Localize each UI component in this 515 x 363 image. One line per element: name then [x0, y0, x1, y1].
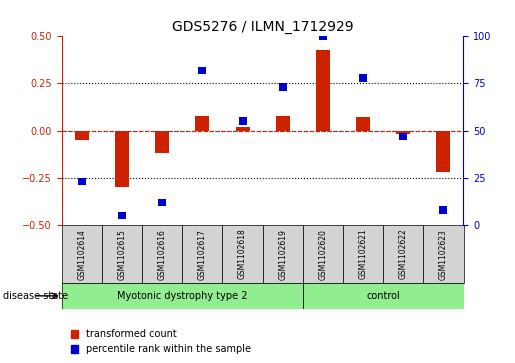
Text: GSM1102620: GSM1102620	[318, 229, 328, 280]
FancyBboxPatch shape	[383, 225, 423, 283]
Bar	[399, 132, 407, 140]
Bar	[396, 131, 410, 134]
Bar	[78, 178, 86, 185]
FancyBboxPatch shape	[62, 283, 303, 309]
Bar	[316, 49, 330, 131]
Text: GSM1102618: GSM1102618	[238, 229, 247, 280]
Legend: transformed count, percentile rank within the sample: transformed count, percentile rank withi…	[66, 326, 255, 358]
Bar	[115, 131, 129, 187]
Text: GSM1102615: GSM1102615	[117, 229, 127, 280]
Text: GSM1102617: GSM1102617	[198, 229, 207, 280]
FancyBboxPatch shape	[343, 225, 383, 283]
Bar	[158, 199, 166, 206]
Text: disease state: disease state	[3, 291, 67, 301]
Bar	[276, 115, 290, 131]
FancyBboxPatch shape	[102, 225, 142, 283]
Text: GSM1102614: GSM1102614	[77, 229, 87, 280]
Text: GSM1102621: GSM1102621	[358, 229, 368, 280]
FancyBboxPatch shape	[142, 225, 182, 283]
Bar	[439, 206, 448, 214]
Bar	[195, 115, 210, 131]
FancyBboxPatch shape	[423, 225, 464, 283]
Bar	[198, 66, 207, 74]
Bar	[238, 118, 247, 125]
FancyBboxPatch shape	[222, 225, 263, 283]
FancyBboxPatch shape	[62, 225, 102, 283]
Text: GSM1102619: GSM1102619	[278, 229, 287, 280]
Bar	[359, 74, 367, 82]
Bar	[235, 127, 250, 131]
Title: GDS5276 / ILMN_1712929: GDS5276 / ILMN_1712929	[172, 20, 353, 34]
Text: GSM1102616: GSM1102616	[158, 229, 167, 280]
Bar	[75, 131, 89, 140]
Text: control: control	[366, 291, 400, 301]
Text: GSM1102623: GSM1102623	[439, 229, 448, 280]
Bar	[436, 131, 451, 172]
Bar	[319, 33, 327, 40]
Text: Myotonic dystrophy type 2: Myotonic dystrophy type 2	[117, 291, 248, 301]
Text: GSM1102622: GSM1102622	[399, 229, 408, 280]
Bar	[356, 118, 370, 131]
FancyBboxPatch shape	[303, 225, 343, 283]
FancyBboxPatch shape	[303, 283, 464, 309]
FancyBboxPatch shape	[182, 225, 222, 283]
Bar	[279, 83, 287, 91]
Bar	[118, 212, 126, 219]
FancyBboxPatch shape	[263, 225, 303, 283]
Bar	[155, 131, 169, 153]
